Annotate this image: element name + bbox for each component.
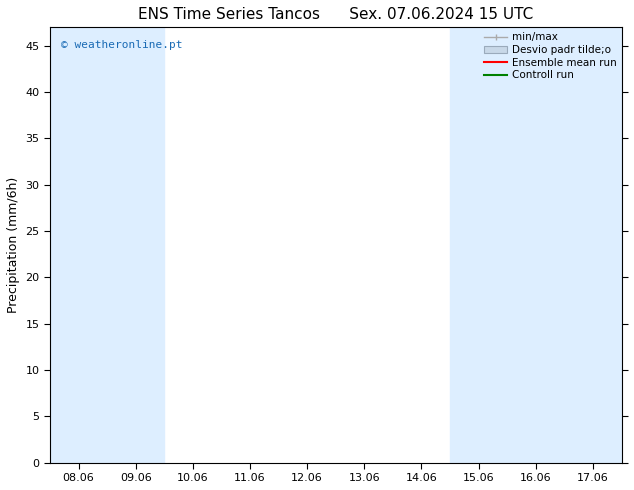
Title: ENS Time Series Tancos      Sex. 07.06.2024 15 UTC: ENS Time Series Tancos Sex. 07.06.2024 1… (138, 7, 533, 22)
Bar (507, 27, 564, 463)
Bar (450, 27, 507, 463)
Y-axis label: Precipitation (mm/6h): Precipitation (mm/6h) (7, 177, 20, 313)
Text: © weatheronline.pt: © weatheronline.pt (61, 40, 183, 50)
Legend: min/max, Desvio padr tilde;o, Ensemble mean run, Controll run: min/max, Desvio padr tilde;o, Ensemble m… (482, 30, 618, 82)
Bar (564, 27, 621, 463)
Bar (50, 27, 107, 463)
Bar (107, 27, 164, 463)
